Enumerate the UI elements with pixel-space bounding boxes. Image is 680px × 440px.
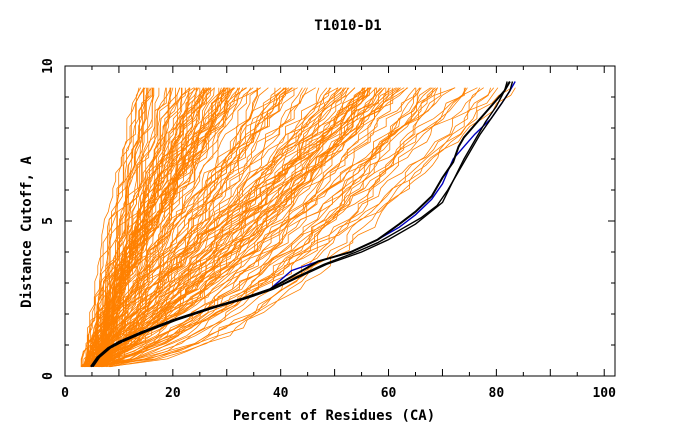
chart-title: T1010-D1 <box>314 18 381 34</box>
model-curve <box>98 87 328 368</box>
model-curve <box>81 87 210 367</box>
model-curve <box>81 87 433 368</box>
model-curve <box>89 87 344 368</box>
model-curve <box>106 87 467 368</box>
model-curve <box>100 87 190 367</box>
x-tick-label: 20 <box>165 386 181 401</box>
black-series-line <box>90 80 511 368</box>
y-tick-labels: 0 5 10 <box>41 58 56 380</box>
model-curve <box>104 87 499 368</box>
model-curve <box>93 87 171 367</box>
model-curve <box>85 87 376 368</box>
y-axis-label: Distance Cutoff, A <box>19 156 35 308</box>
model-curve <box>100 87 342 367</box>
model-curve <box>82 87 145 367</box>
model-curve <box>95 87 364 367</box>
y-tick-label: 0 <box>41 372 56 380</box>
x-tick-label: 60 <box>381 386 397 401</box>
x-axis-label: Percent of Residues (CA) <box>233 408 435 424</box>
model-curve <box>83 87 438 368</box>
model-curve <box>97 87 236 367</box>
model-curve <box>94 87 228 367</box>
model-curve <box>102 87 356 367</box>
x-tick-label: 40 <box>273 386 289 401</box>
x-tick-label: 100 <box>592 386 616 401</box>
y-tick-label: 5 <box>41 217 56 225</box>
model-curve <box>88 87 442 368</box>
model-curve <box>85 87 222 367</box>
model-curve <box>90 87 370 368</box>
highlighted-curves <box>90 80 516 368</box>
model-curve <box>102 87 320 368</box>
model-curve <box>89 87 369 367</box>
model-curve <box>90 87 378 368</box>
model-curve <box>81 87 308 368</box>
x-tick-label: 0 <box>61 386 69 401</box>
model-curve <box>88 87 342 367</box>
model-curve <box>109 87 436 368</box>
model-curve <box>84 87 209 367</box>
model-curve <box>89 87 405 368</box>
model-curve <box>86 87 417 368</box>
x-tick-label: 80 <box>489 386 505 401</box>
model-curve <box>98 87 356 367</box>
axis-ticks <box>64 65 615 377</box>
x-tick-labels: 0 20 40 60 80 100 <box>61 386 616 401</box>
model-curve <box>108 87 365 368</box>
model-curve <box>106 87 293 367</box>
model-curve <box>87 87 172 367</box>
model-curve <box>100 87 513 368</box>
model-curve <box>96 87 153 367</box>
black-series-line <box>92 81 508 368</box>
model-curve <box>94 87 339 367</box>
model-curve <box>81 87 204 367</box>
model-curve <box>97 87 261 368</box>
model-curve <box>88 87 438 368</box>
model-curve <box>89 87 224 367</box>
model-curve <box>98 87 491 368</box>
model-curve <box>110 87 495 368</box>
model-curve <box>88 87 293 367</box>
model-curve <box>92 87 401 368</box>
model-curve <box>90 87 142 367</box>
model-curve <box>90 87 363 368</box>
model-curve <box>98 87 455 367</box>
model-curve <box>95 87 211 367</box>
model-curve <box>99 87 144 367</box>
model-curve <box>102 87 261 368</box>
model-curve <box>86 87 286 367</box>
model-curve <box>107 87 234 367</box>
model-curves <box>80 87 516 368</box>
model-curve <box>91 87 434 368</box>
model-curve <box>85 87 146 367</box>
model-curve <box>94 87 421 368</box>
y-tick-label: 10 <box>41 58 56 74</box>
